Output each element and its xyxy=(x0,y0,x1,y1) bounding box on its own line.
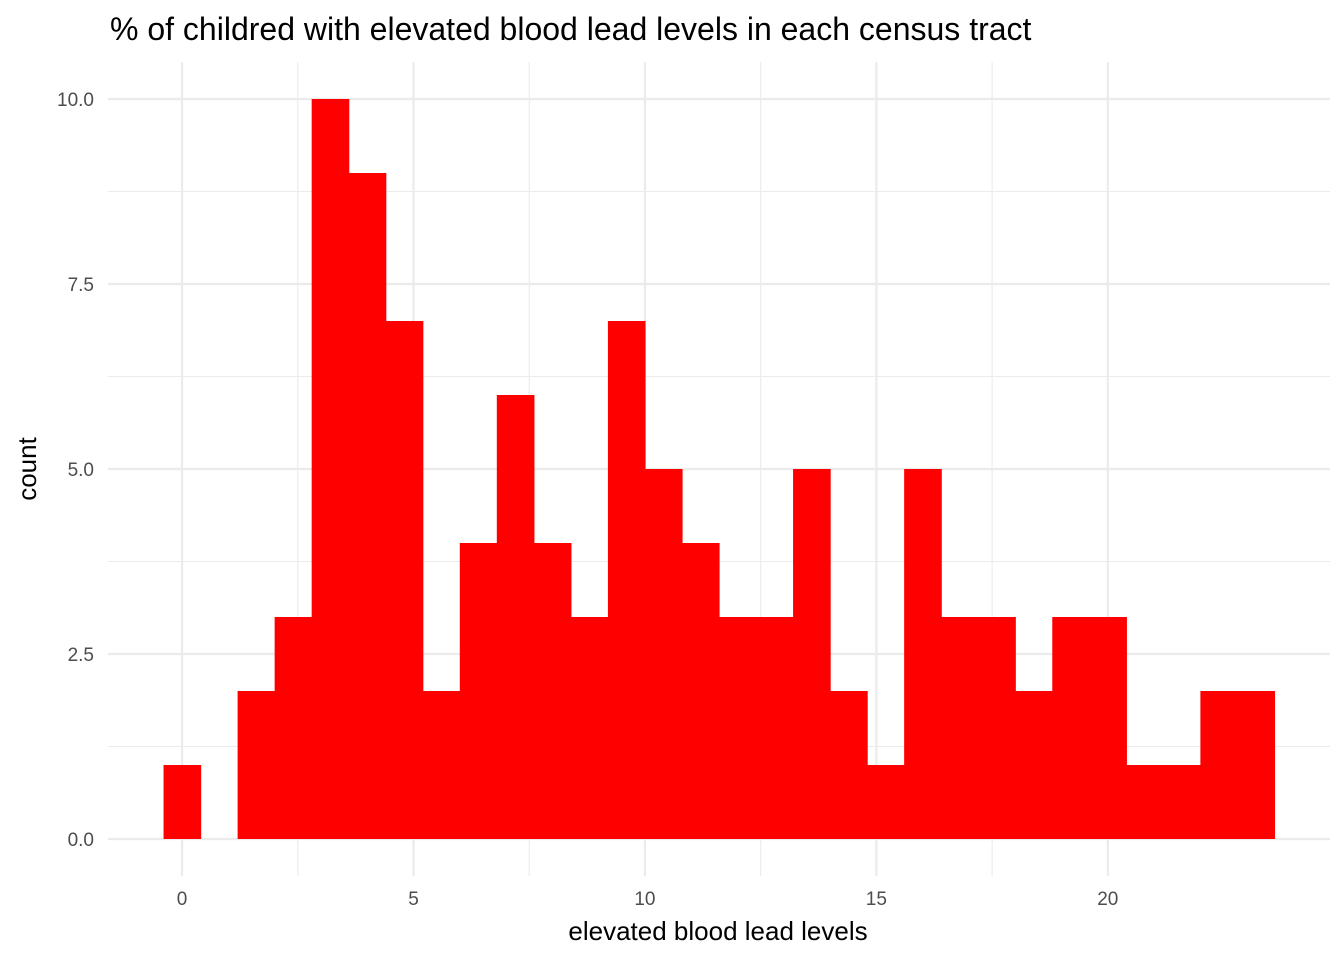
y-axis-title: count xyxy=(12,436,42,500)
histogram-bar xyxy=(830,691,868,839)
x-axis-title: elevated blood lead levels xyxy=(568,916,867,946)
histogram-bar xyxy=(1163,765,1201,839)
histogram-bar xyxy=(459,543,498,839)
histogram-bar xyxy=(385,321,424,839)
histogram-bar xyxy=(756,617,794,839)
histogram-bar xyxy=(681,543,720,839)
x-tick-label: 10 xyxy=(634,889,655,910)
histogram-bar xyxy=(348,173,387,839)
histogram-bar xyxy=(904,469,942,839)
y-tick-label: 7.5 xyxy=(68,275,94,296)
x-tick-label: 20 xyxy=(1097,889,1118,910)
x-tick-label: 15 xyxy=(866,889,887,910)
histogram-bar xyxy=(274,617,313,839)
x-axis-tick-labels: 0 5 10 15 20 xyxy=(177,889,1119,910)
histogram-bar xyxy=(793,469,831,839)
histogram-bar xyxy=(719,617,757,839)
histogram-bar xyxy=(533,543,572,839)
chart-title: % of childred with elevated blood lead l… xyxy=(110,11,1032,47)
histogram-bar xyxy=(1237,691,1276,839)
histogram-bar xyxy=(422,691,461,839)
histogram-bar xyxy=(867,765,905,839)
histogram-bar xyxy=(1052,617,1090,839)
histogram-bar xyxy=(311,99,350,839)
y-axis-tick-labels: 0.0 2.5 5.0 7.5 10.0 xyxy=(57,90,94,851)
histogram-bar xyxy=(941,617,979,839)
histogram-bar xyxy=(1015,691,1053,839)
histogram-bar xyxy=(607,321,646,839)
histogram-bar xyxy=(496,395,535,839)
histogram-bars xyxy=(163,99,1276,839)
histogram-bar xyxy=(570,617,609,839)
y-tick-label: 5.0 xyxy=(68,460,94,481)
histogram-bar xyxy=(237,691,276,839)
y-tick-label: 10.0 xyxy=(57,90,94,111)
histogram-bar xyxy=(644,469,683,839)
histogram-bar xyxy=(978,617,1016,839)
x-tick-label: 0 xyxy=(177,889,188,910)
histogram-bar xyxy=(163,765,202,839)
x-tick-label: 5 xyxy=(408,889,419,910)
histogram-bar xyxy=(1200,691,1239,839)
histogram-bar xyxy=(1089,617,1127,839)
y-tick-label: 2.5 xyxy=(68,645,94,666)
y-tick-label: 0.0 xyxy=(68,830,94,851)
histogram-bar xyxy=(1126,765,1164,839)
